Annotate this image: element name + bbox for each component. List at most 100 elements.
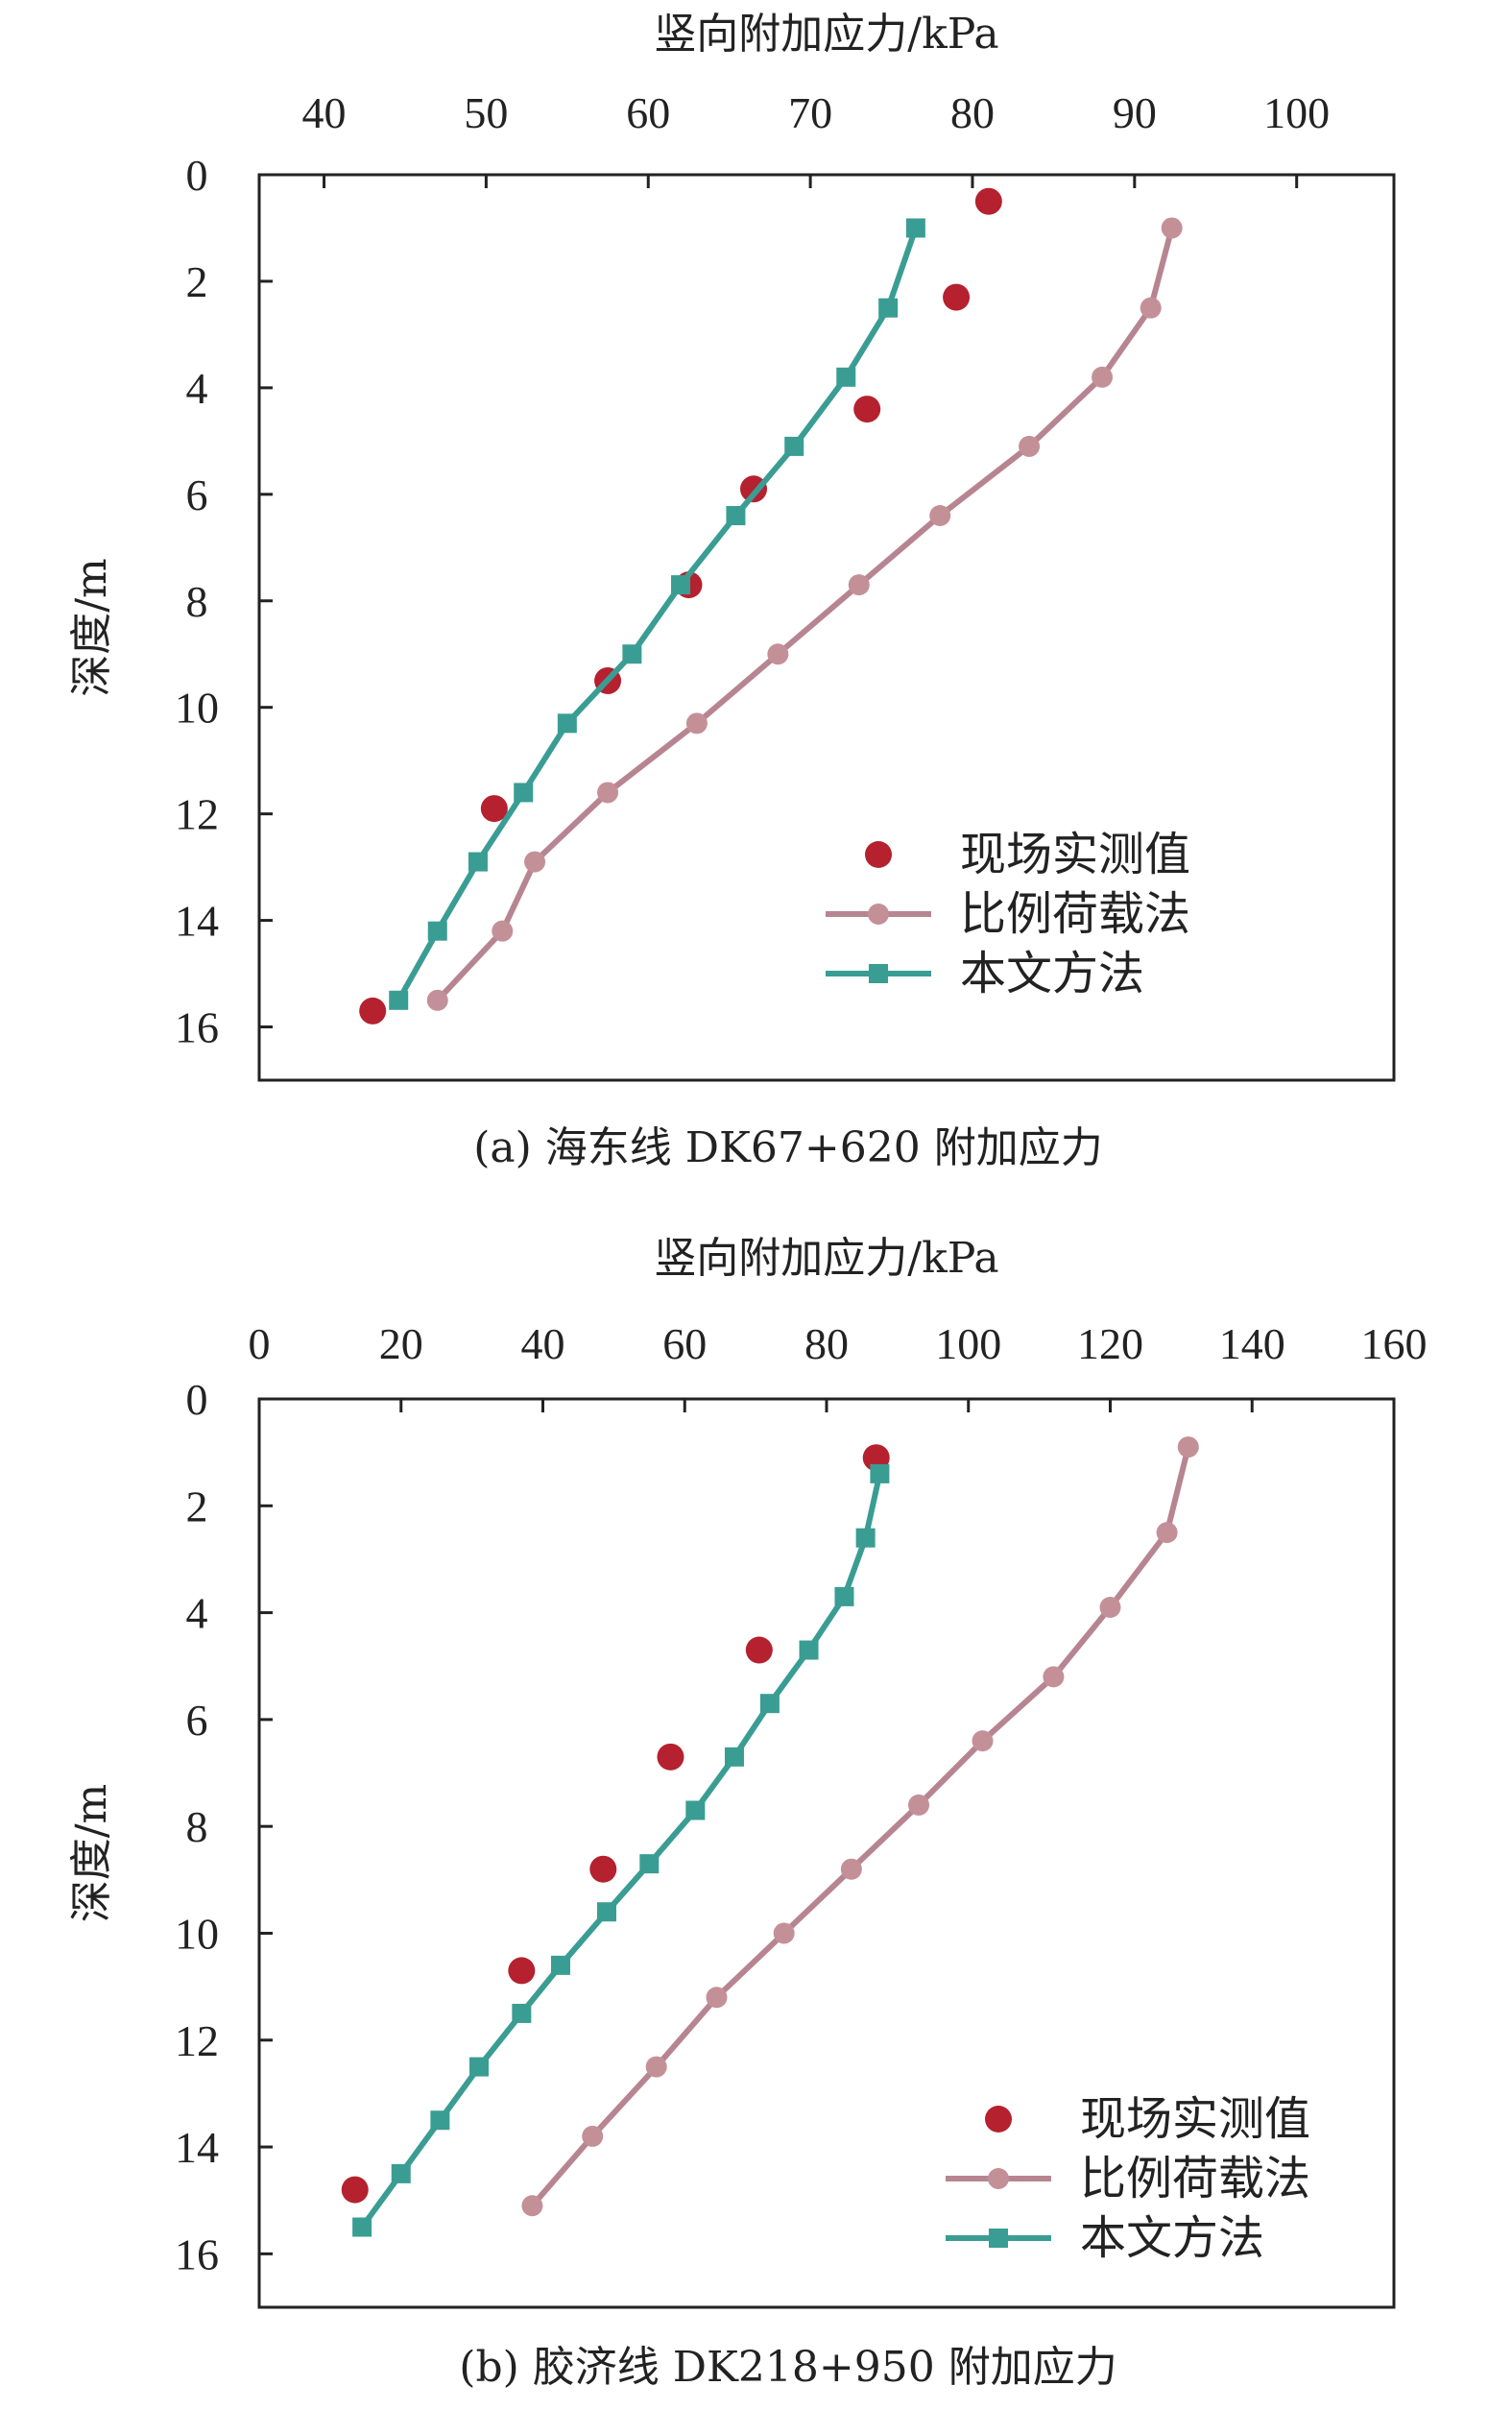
data-point-circle	[1099, 1597, 1121, 1619]
data-point-circle	[1140, 297, 1162, 319]
data-point-square	[430, 2110, 450, 2131]
y-tick-label: 6	[186, 470, 208, 519]
data-point-circle	[773, 1922, 795, 1944]
data-point-square	[352, 2217, 372, 2237]
legend-marker-circle	[985, 2106, 1012, 2133]
data-point-measured	[480, 795, 508, 823]
data-point-square	[469, 2057, 490, 2077]
y-tick-label: 2	[186, 257, 208, 306]
data-point-circle	[524, 851, 546, 873]
y-axis-title: 深度/m	[67, 1784, 116, 1923]
data-point-square	[685, 1800, 706, 1820]
data-point-square	[836, 367, 856, 387]
data-point-measured	[359, 997, 387, 1024]
method-series	[389, 218, 925, 1010]
data-point-circle	[1156, 1522, 1178, 1544]
chart-caption: (a) 海东线 DK67+620 附加应力	[473, 1123, 1103, 1172]
data-point-measured	[508, 1957, 536, 1985]
data-point-square	[784, 436, 804, 456]
y-tick-label: 2	[186, 1482, 208, 1530]
y-tick-label: 16	[175, 1003, 219, 1052]
x-tick-label: 60	[662, 1319, 707, 1368]
x-tick-label: 0	[249, 1319, 271, 1368]
y-tick-label: 16	[175, 2229, 219, 2278]
chart-b: 0 20 40 60 80 100 120 140 160 0 2 4 6 8 10 12 14 16 竖向附加应力…	[67, 1234, 1428, 2392]
x-tick-label: 80	[804, 1319, 849, 1368]
x-tick-label: 100	[935, 1319, 1001, 1368]
data-point-measured	[853, 396, 881, 423]
measured-series	[341, 1444, 890, 2204]
chart-caption: (b) 胶济线 DK218+950 附加应力	[459, 2343, 1116, 2392]
y-tick-label: 4	[186, 364, 208, 413]
legend-label: 现场实测值	[960, 828, 1190, 881]
series-line	[396, 227, 919, 1002]
y-tick-label: 4	[186, 1589, 208, 1638]
x-tick-label: 50	[464, 88, 508, 137]
legend-marker-circle	[868, 904, 889, 925]
data-point-circle	[1177, 1436, 1199, 1458]
data-point-circle	[582, 2125, 604, 2147]
method-series	[352, 1463, 890, 2237]
x-tick-label: 90	[1113, 88, 1157, 137]
data-point-square	[557, 713, 577, 734]
x-tick-label: 100	[1263, 88, 1330, 137]
legend-label: 比例荷载法	[960, 887, 1190, 941]
data-point-square	[514, 783, 534, 803]
y-tick-label: 14	[175, 2123, 219, 2172]
x-axis-title: 竖向附加应力/kPa	[654, 1234, 998, 1283]
y-tick-label: 8	[186, 1802, 208, 1851]
data-point-circle	[706, 1987, 728, 2009]
y-tick-label: 8	[186, 577, 208, 626]
legend-label: 现场实测值	[1080, 2092, 1310, 2146]
data-point-circle	[908, 1794, 930, 1816]
y-tick-label: 0	[186, 1375, 208, 1424]
data-point-circle	[1043, 1666, 1065, 1688]
x-tick-label: 20	[379, 1319, 423, 1368]
data-point-circle	[972, 1730, 994, 1752]
proportional-series	[521, 1436, 1199, 2217]
data-point-square	[759, 1694, 780, 1714]
data-point-square	[622, 644, 642, 664]
data-point-circle	[492, 920, 514, 942]
data-point-circle	[1019, 435, 1041, 457]
data-point-measured	[589, 1855, 617, 1883]
data-point-square	[550, 1955, 570, 1975]
x-tick-label: 140	[1219, 1319, 1285, 1368]
legend-label: 本文方法	[1080, 2211, 1264, 2265]
data-point-square	[389, 990, 409, 1010]
data-point-circle	[840, 1858, 862, 1880]
data-point-circle	[645, 2056, 667, 2078]
data-point-square	[724, 1747, 744, 1767]
y-tick-label: 10	[175, 1909, 219, 1958]
y-tick-label: 12	[175, 790, 219, 839]
data-point-square	[468, 852, 488, 872]
x-tick-label: 160	[1361, 1319, 1428, 1368]
data-point-circle	[1161, 217, 1183, 239]
data-point-square	[427, 921, 447, 941]
y-axis-title: 深度/m	[67, 558, 116, 697]
data-point-square	[834, 1586, 854, 1606]
data-point-circle	[1092, 366, 1114, 388]
y-tick-label: 6	[186, 1696, 208, 1745]
x-tick-label: 70	[788, 88, 832, 137]
x-tick-label: 60	[626, 88, 670, 137]
data-point-square	[870, 1463, 890, 1483]
data-point-square	[855, 1528, 876, 1548]
x-tick-label: 40	[302, 88, 347, 137]
data-point-circle	[426, 989, 448, 1011]
data-point-circle	[685, 712, 708, 735]
chart-a: 40 50 60 70 80 90 100 0 2 4 6 8 10 12 14 16 竖向附加应力/kPa 深度…	[67, 10, 1396, 1172]
series-line	[530, 1446, 1191, 2208]
data-point-measured	[341, 2176, 369, 2204]
data-point-square	[799, 1640, 819, 1660]
legend-marker-circle	[988, 2168, 1009, 2189]
series-line	[435, 227, 1175, 1002]
x-tick-label: 80	[950, 88, 995, 137]
data-point-measured	[745, 1636, 773, 1664]
data-point-measured	[657, 1743, 684, 1771]
data-point-measured	[974, 187, 1002, 215]
plot-frame	[257, 173, 1396, 1082]
data-point-square	[512, 2003, 532, 2023]
